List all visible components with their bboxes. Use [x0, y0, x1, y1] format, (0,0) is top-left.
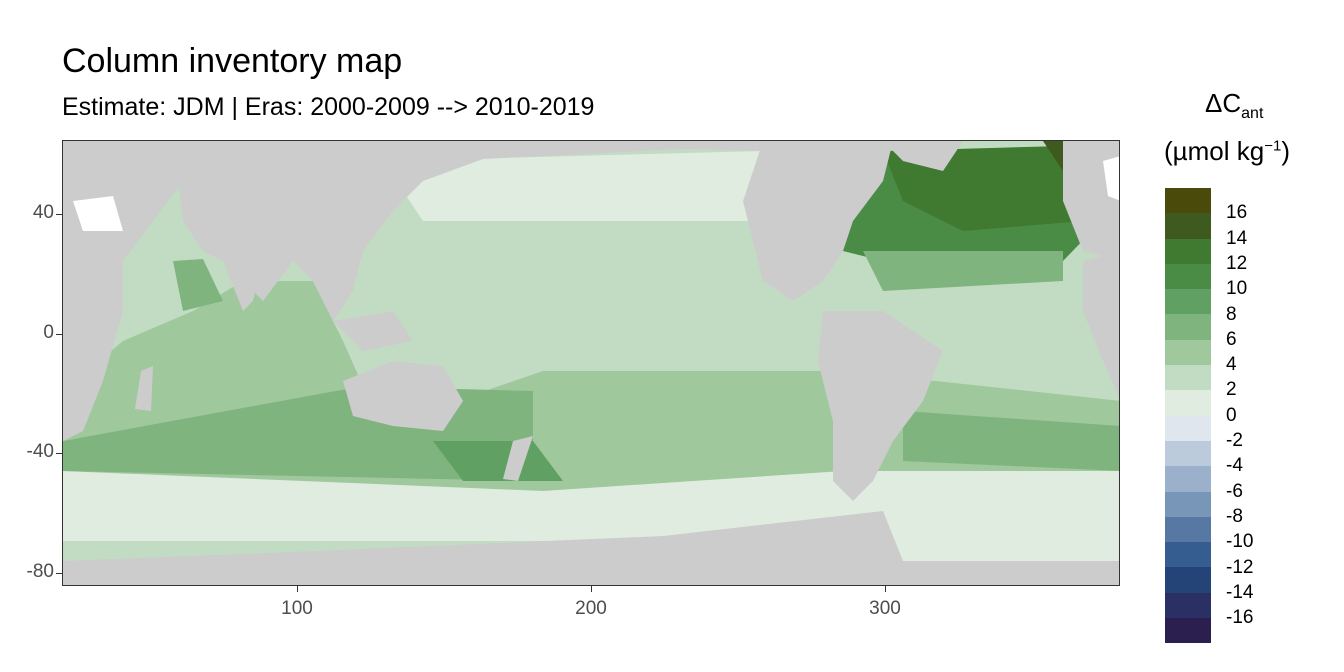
greenland	[883, 141, 963, 171]
legend-label: 0	[1226, 404, 1237, 426]
south-atlantic-band	[903, 411, 1119, 471]
legend-label: 2	[1226, 379, 1237, 401]
eurasia	[173, 141, 843, 321]
y-tick-label: 40	[32, 202, 54, 223]
legend-label: -16	[1226, 607, 1254, 629]
legend-swatch	[1165, 238, 1211, 264]
legend-swatch	[1165, 188, 1211, 214]
legend-swatch	[1165, 516, 1211, 543]
legend-swatch	[1165, 440, 1211, 467]
x-tick	[885, 586, 886, 592]
legend-label: -8	[1226, 505, 1243, 527]
legend-swatch	[1165, 491, 1211, 517]
missing-hudson	[1103, 156, 1119, 201]
legend-label: -4	[1226, 455, 1243, 477]
legend-label: -2	[1226, 430, 1243, 451]
map-subtitle: Estimate: JDM | Eras: 2000-2009 --> 2010…	[62, 93, 595, 121]
legend-colorbar	[1165, 188, 1211, 644]
ocean-inventory-map	[63, 141, 1119, 585]
y-tick	[56, 573, 62, 574]
y-tick	[56, 453, 62, 454]
y-tick	[56, 214, 62, 215]
legend-label: -6	[1226, 480, 1243, 502]
legend-label: 10	[1226, 278, 1248, 300]
map-title: Column inventory map	[62, 42, 403, 80]
legend-swatch	[1165, 415, 1211, 441]
legend-label: 8	[1226, 303, 1237, 325]
madagascar	[135, 366, 153, 411]
x-tick-label: 200	[575, 598, 607, 619]
legend-label: 6	[1226, 328, 1237, 350]
legend-label: -10	[1226, 531, 1254, 553]
x-tick	[591, 586, 592, 592]
legend-swatch	[1165, 289, 1211, 315]
y-tick	[56, 334, 62, 335]
north-america	[743, 141, 893, 301]
map-panel	[62, 140, 1120, 586]
legend-swatch	[1165, 618, 1211, 644]
australia	[343, 361, 463, 431]
legend-label: 12	[1226, 252, 1248, 274]
legend-swatch	[1165, 213, 1211, 239]
legend-label: 14	[1226, 227, 1248, 249]
legend-title: ΔCant	[1205, 88, 1264, 123]
south-america	[818, 311, 943, 501]
legend-label: 16	[1226, 202, 1248, 224]
legend-swatch	[1165, 466, 1211, 492]
legend-swatch	[1165, 339, 1211, 366]
legend-swatch	[1165, 314, 1211, 340]
x-tick	[297, 586, 298, 592]
north-pacific-pale	[383, 151, 843, 221]
subtropical-atlantic	[863, 251, 1063, 291]
new-zealand	[503, 436, 533, 481]
arabian-sea	[173, 259, 223, 311]
legend-label: 4	[1226, 354, 1237, 376]
antarctica	[63, 511, 1119, 585]
y-tick-label: -40	[26, 441, 54, 462]
india	[223, 261, 263, 311]
legend-swatch	[1165, 263, 1211, 290]
y-tick-label: -80	[26, 561, 54, 582]
missing-caspian	[73, 196, 123, 231]
legend-swatch	[1165, 390, 1211, 416]
legend-label: -12	[1226, 556, 1254, 578]
africa-wrap	[1083, 251, 1119, 397]
maritime-continent	[333, 311, 413, 351]
legend-unit: (µmol kg−1)	[1164, 136, 1290, 166]
x-tick-label: 100	[281, 598, 313, 619]
tasman-sea	[433, 441, 563, 481]
y-tick-label: 0	[43, 322, 54, 343]
x-tick-label: 300	[869, 598, 901, 619]
legend-swatch	[1165, 542, 1211, 568]
legend-swatch	[1165, 365, 1211, 391]
legend-label: -14	[1226, 581, 1254, 603]
legend-swatch	[1165, 592, 1211, 619]
legend-swatch	[1165, 567, 1211, 593]
